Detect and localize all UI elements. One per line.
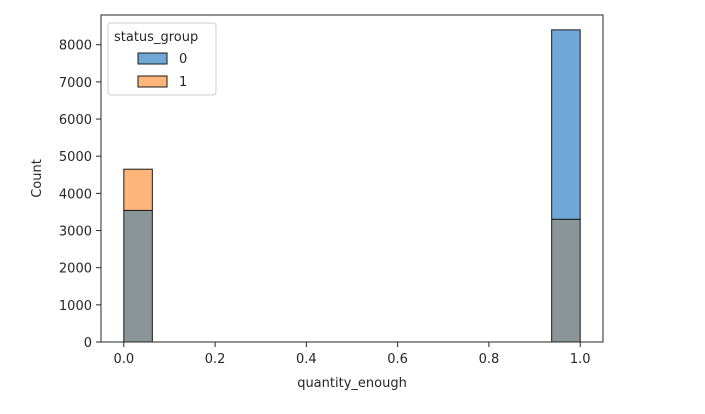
x-axis-label: quantity_enough — [297, 376, 407, 391]
x-axis-ticks: 0.0 0.2 0.4 0.6 0.8 1.0 — [113, 342, 591, 367]
legend-title: status_group — [114, 30, 198, 45]
y-tick-label: 0 — [84, 336, 92, 351]
x-tick-label: 0.4 — [296, 352, 317, 367]
legend-entries: 01 — [137, 52, 187, 90]
y-axis-ticks: 0 1000 2000 3000 4000 5000 6000 7000 8000 — [59, 39, 101, 351]
y-axis-label: Count — [30, 159, 45, 198]
plot-frame — [100, 14, 604, 343]
legend: status_group 01 — [107, 22, 217, 96]
y-tick-label: 4000 — [59, 187, 92, 202]
bar-overlap-bin-0 — [123, 209, 153, 343]
x-tick-label: 0.0 — [113, 352, 134, 367]
y-tick-label: 7000 — [59, 76, 92, 91]
y-tick-label: 8000 — [59, 39, 92, 54]
y-tick-label: 3000 — [59, 225, 92, 240]
y-tick-label: 1000 — [59, 299, 92, 314]
bar-1-bin-0 — [123, 168, 153, 211]
x-tick-label: 0.2 — [205, 352, 226, 367]
bars-layer — [123, 29, 581, 343]
legend-label-0: 0 — [179, 52, 187, 67]
bar-0-bin-1 — [551, 29, 581, 220]
y-tick-label: 6000 — [59, 113, 92, 128]
y-tick-label: 2000 — [59, 262, 92, 277]
legend-swatch-1 — [137, 75, 168, 88]
legend-swatch-0 — [137, 52, 168, 65]
x-tick-label: 1.0 — [570, 352, 591, 367]
y-tick-label: 5000 — [59, 150, 92, 165]
bar-overlap-bin-1 — [551, 218, 581, 343]
x-tick-label: 0.8 — [479, 352, 500, 367]
x-tick-label: 0.6 — [387, 352, 408, 367]
legend-label-1: 1 — [179, 75, 187, 90]
